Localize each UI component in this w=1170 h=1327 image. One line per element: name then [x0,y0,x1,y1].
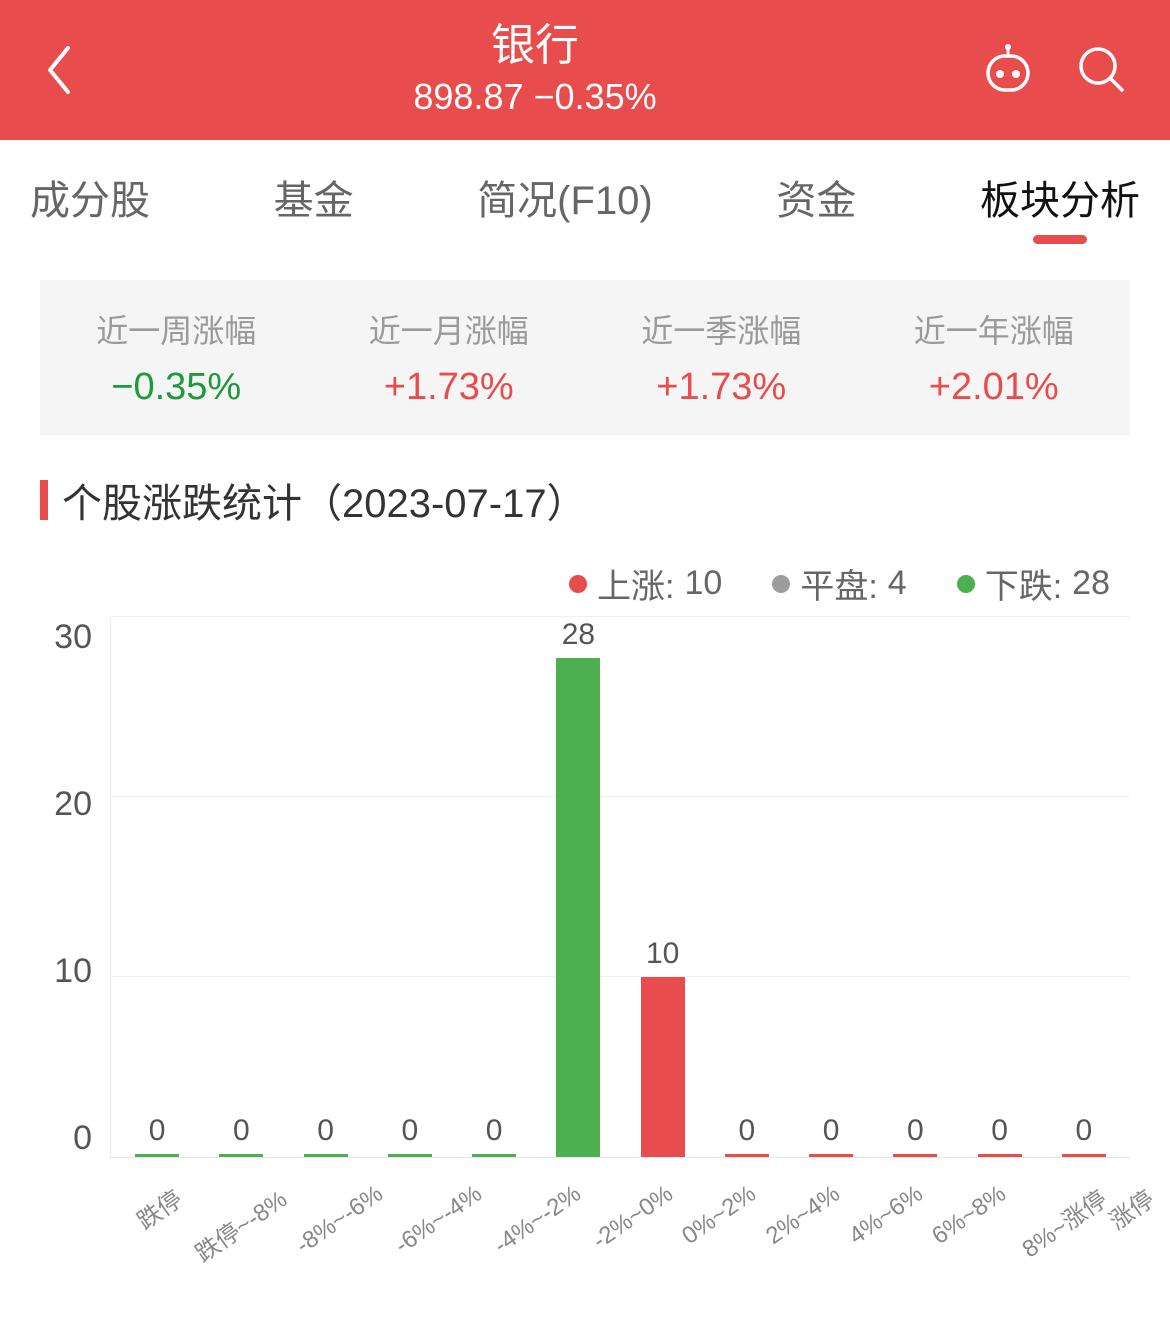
bar-col: 28 [536,618,620,1157]
bar-rect [978,1154,1022,1157]
app-header: 银行 898.87 −0.35% [0,0,1170,140]
legend-flat-label: 平盘: [800,559,877,608]
period-stat-label: 近一月涨幅 [313,306,586,352]
legend-flat-value: 4 [888,564,907,603]
bar-col: 10 [621,618,705,1157]
bar-rect [893,1154,937,1157]
section-title: 个股涨跌统计（2023-07-17） [0,435,1170,539]
bar-col: 0 [452,618,536,1157]
bar-value-label: 0 [1076,1114,1093,1148]
bar-col: 0 [115,618,199,1157]
period-stat-label: 近一季涨幅 [585,306,858,352]
header-left [42,44,122,96]
bar-value-label: 10 [646,937,679,971]
legend-up-value: 10 [685,564,723,603]
period-stat-value: +1.73% [313,366,586,409]
bar-value-label: 0 [402,1114,419,1148]
page-subtitle: 898.87 −0.35% [122,76,948,118]
bar-rect [1062,1154,1106,1157]
bar-rect [556,658,600,1157]
section-title-text: 个股涨跌统计（2023-07-17） [62,471,587,529]
legend-dot-flat [772,575,790,593]
period-stat: 近一月涨幅 +1.73% [313,306,586,409]
bar-col: 0 [368,618,452,1157]
bar-value-label: 0 [907,1114,924,1148]
legend-down-value: 28 [1072,564,1110,603]
bar-rect [641,977,685,1157]
y-tick: 20 [54,785,92,824]
bar-rect [304,1154,348,1157]
legend-dot-up [569,575,587,593]
tab-3[interactable]: 资金 [776,168,856,242]
legend-up: 上涨: 10 [569,559,722,608]
header-center: 银行 898.87 −0.35% [122,22,948,118]
legend-down-label: 下跌: [985,559,1062,608]
search-icon[interactable] [1076,44,1128,96]
gridline [111,616,1130,617]
period-stats: 近一周涨幅−0.35%近一月涨幅+1.73%近一季涨幅+1.73%近一年涨幅+2… [40,280,1130,435]
x-axis: 跌停跌停~-8%-8%~-6%-6%~-4%-4%~-2%-2%~0%0%~2%… [110,1158,1130,1205]
period-stat-label: 近一周涨幅 [40,306,313,352]
bar-value-label: 0 [991,1114,1008,1148]
bar-col: 0 [284,618,368,1157]
bar-col: 0 [873,618,957,1157]
bar-value-label: 0 [233,1114,250,1148]
x-tick: 跌停 [114,1170,162,1205]
y-tick: 10 [54,952,92,991]
title-accent-bar [40,480,48,520]
period-stat-value: +1.73% [585,366,858,409]
chart: 30 20 10 0 0 0 0 0 0 28 10 0 0 0 0 0 跌停跌停~-8%-8%~-6%-6… [0,618,1170,1205]
tab-1[interactable]: 基金 [274,168,354,242]
legend-dot-down [957,575,975,593]
period-stat: 近一季涨幅 +1.73% [585,306,858,409]
bar-value-label: 0 [486,1114,503,1148]
period-stat: 近一周涨幅 −0.35% [40,306,313,409]
bar-col: 0 [958,618,1042,1157]
bar-value-label: 0 [739,1114,756,1148]
legend-down: 下跌: 28 [957,559,1110,608]
header-right [948,42,1128,98]
bar-rect [809,1154,853,1157]
bar-rect [388,1154,432,1157]
bar-value-label: 0 [823,1114,840,1148]
tab-2[interactable]: 简况(F10) [477,168,653,242]
period-stat-value: +2.01% [858,366,1131,409]
tabs: 成分股 基金 简况(F10) 资金 板块分析 [0,140,1170,260]
bar-col: 0 [199,618,283,1157]
page-title: 银行 [122,22,948,70]
plot-area: 0 0 0 0 0 28 10 0 0 0 0 0 [110,618,1130,1158]
y-axis: 30 20 10 0 [40,618,110,1158]
period-stat-label: 近一年涨幅 [858,306,1131,352]
tab-4[interactable]: 板块分析 [980,168,1140,242]
y-tick: 0 [73,1119,92,1158]
bar-value-label: 28 [562,618,595,652]
bar-col: 0 [705,618,789,1157]
bar-col: 0 [789,618,873,1157]
back-icon[interactable] [42,44,74,96]
price-change: −0.35% [534,76,657,117]
price-value: 898.87 [413,76,523,117]
bar-rect [472,1154,516,1157]
chart-legend: 上涨: 10 平盘: 4 下跌: 28 [0,539,1170,618]
legend-flat: 平盘: 4 [772,559,906,608]
bar-value-label: 0 [317,1114,334,1148]
bar-value-label: 0 [149,1114,166,1148]
period-stat-value: −0.35% [40,366,313,409]
bar-rect [135,1154,179,1157]
bar-rect [219,1154,263,1157]
legend-up-label: 上涨: [597,559,674,608]
period-stat: 近一年涨幅 +2.01% [858,306,1131,409]
bar-rect [725,1154,769,1157]
tab-0[interactable]: 成分股 [30,168,150,242]
y-tick: 30 [54,618,92,657]
robot-icon[interactable] [980,42,1036,98]
bar-col: 0 [1042,618,1126,1157]
